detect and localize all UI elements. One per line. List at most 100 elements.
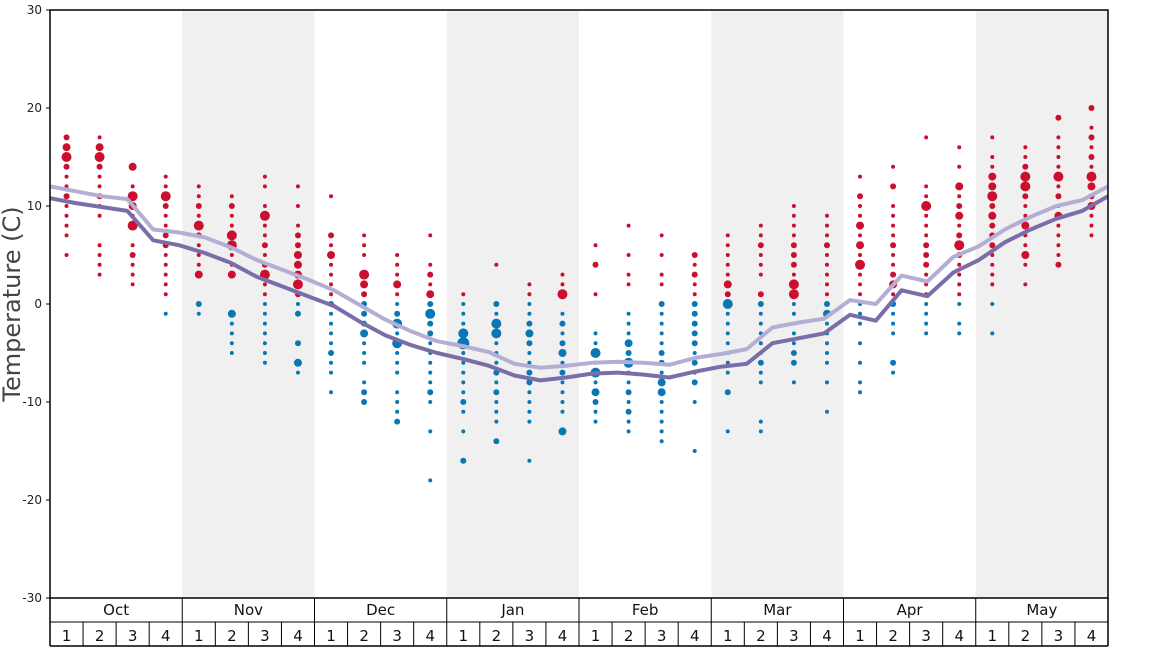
temp-point — [329, 360, 334, 365]
temp-point — [97, 272, 102, 277]
week-label: 4 — [1087, 627, 1097, 645]
temp-point — [428, 380, 433, 385]
temp-point — [725, 253, 730, 257]
temp-point — [163, 174, 168, 179]
month-bands — [182, 10, 1108, 598]
temp-point — [923, 261, 930, 268]
temp-point — [1055, 261, 1062, 268]
temp-point — [1055, 114, 1062, 121]
point-cloud — [61, 105, 1097, 483]
temp-point — [262, 321, 267, 326]
temp-point — [527, 292, 532, 297]
temp-point — [1022, 163, 1029, 170]
week-label: 2 — [95, 627, 105, 645]
week-label: 1 — [326, 627, 336, 645]
temp-point — [757, 291, 764, 298]
temp-point — [526, 369, 533, 376]
temp-point — [360, 329, 369, 338]
temp-point — [494, 360, 499, 365]
temp-point — [163, 223, 168, 228]
temp-point — [1089, 145, 1094, 150]
temp-point — [460, 457, 467, 464]
temp-point — [461, 311, 466, 316]
temp-point — [592, 261, 599, 268]
temp-point — [758, 429, 763, 434]
temp-point — [990, 282, 995, 287]
temp-point — [163, 311, 168, 316]
temp-point — [1023, 155, 1028, 159]
temp-point — [858, 282, 863, 287]
temp-point — [591, 388, 600, 397]
temp-point — [329, 262, 334, 267]
temp-point — [494, 262, 499, 267]
series-lines — [49, 184, 1109, 383]
y-axis-ticks: -30 -20 -10 0 10 20 30 — [22, 3, 50, 605]
temp-point — [1055, 193, 1062, 200]
temp-point — [461, 351, 466, 355]
temp-point — [526, 340, 533, 347]
temp-point — [790, 252, 797, 258]
temp-point — [196, 213, 201, 218]
temp-point — [494, 341, 499, 346]
temp-point — [890, 183, 897, 190]
temp-point — [560, 390, 565, 395]
temp-point — [226, 230, 237, 241]
temp-point — [626, 282, 631, 287]
temp-point — [526, 379, 533, 386]
temp-point — [824, 272, 829, 277]
temp-point — [461, 380, 466, 385]
temp-point — [858, 360, 863, 365]
temp-point — [228, 203, 235, 209]
temp-point — [758, 253, 763, 257]
temp-point — [163, 272, 168, 277]
temp-point — [924, 223, 929, 228]
week-label: 2 — [1021, 627, 1031, 645]
temp-point — [494, 419, 499, 424]
temp-point — [428, 429, 433, 434]
week-label: 1 — [591, 627, 601, 645]
month-label: Dec — [366, 601, 395, 619]
temp-point — [461, 321, 466, 326]
temp-point — [691, 301, 698, 307]
temp-point — [97, 253, 102, 257]
temp-point — [97, 243, 102, 248]
temp-point — [394, 418, 401, 425]
temp-point — [329, 272, 334, 277]
temp-point — [858, 341, 863, 346]
week-label: 1 — [459, 627, 469, 645]
temp-point — [593, 409, 598, 414]
week-label: 3 — [525, 627, 535, 645]
temp-point — [924, 331, 929, 336]
month-label: Apr — [897, 601, 924, 619]
temp-point — [293, 260, 302, 269]
temp-point — [921, 201, 932, 211]
temp-point — [1056, 135, 1061, 140]
temp-point — [196, 311, 201, 316]
temp-point — [659, 400, 664, 404]
temp-point — [163, 292, 168, 297]
temp-point — [990, 253, 995, 257]
temp-point — [425, 308, 436, 319]
temp-point — [196, 184, 201, 189]
x-axis: Oct 1 2 3 4 Nov 1 2 3 4 Dec 1 2 3 4 Jan 1 2 3 4 Feb 1 2 3 4 Mar 1 2… — [49, 598, 1109, 647]
temp-point — [560, 400, 565, 404]
temp-point — [725, 311, 730, 316]
temp-point — [924, 184, 929, 189]
month-label: Mar — [763, 601, 792, 619]
temp-point — [725, 360, 730, 365]
temp-point — [1056, 145, 1061, 150]
temp-point — [659, 282, 664, 287]
week-label: 2 — [359, 627, 369, 645]
temp-point — [758, 419, 763, 424]
temp-point — [626, 419, 631, 424]
temp-point — [691, 310, 698, 317]
temp-point — [227, 270, 236, 279]
temp-point — [292, 279, 303, 290]
min-line — [49, 194, 1109, 383]
temp-point — [858, 213, 863, 218]
temp-point — [461, 302, 466, 306]
temp-point — [791, 233, 796, 238]
temp-point — [957, 292, 962, 297]
week-label: 2 — [888, 627, 898, 645]
